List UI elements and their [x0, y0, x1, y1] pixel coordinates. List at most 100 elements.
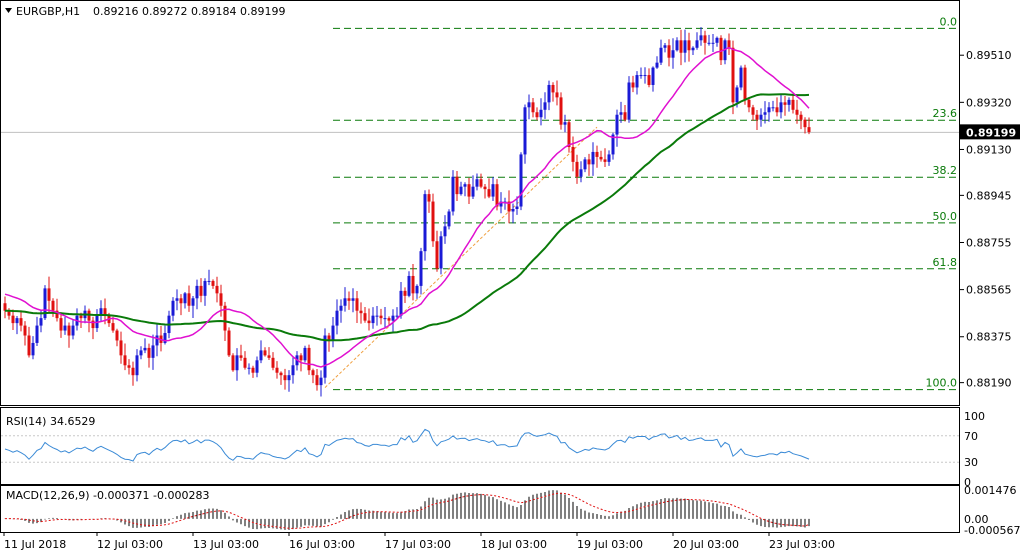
candle-body — [671, 50, 675, 58]
candle-body — [675, 40, 679, 51]
candle-body — [331, 325, 335, 341]
dropdown-arrow-icon[interactable] — [5, 8, 12, 13]
candle-body — [359, 310, 363, 314]
candle-body — [547, 84, 551, 103]
candle-body — [87, 310, 91, 321]
candle-body — [635, 75, 639, 88]
candle-body — [699, 35, 703, 41]
candle-body — [339, 305, 343, 311]
candle-body — [487, 189, 491, 197]
macd-plot-area — [4, 490, 810, 530]
candle-body — [11, 315, 15, 324]
current-price-label: 0.89199 — [966, 126, 1016, 139]
candle-body — [735, 87, 739, 103]
time-tick-label: 19 Jul 03:00 — [577, 538, 643, 551]
candle-body — [727, 40, 731, 48]
fib-level-label: 38.2 — [933, 164, 958, 177]
candle-body — [391, 315, 395, 321]
price-tick-label: 0.89510 — [966, 49, 1012, 62]
price-tick-label: 0.88190 — [966, 377, 1012, 390]
candle-body — [143, 347, 147, 351]
candle-body — [695, 40, 699, 48]
candle-body — [623, 112, 627, 120]
candle-body — [427, 194, 431, 202]
candle-body — [99, 308, 103, 316]
time-tick-label: 13 Jul 03:00 — [193, 538, 259, 551]
candle-body — [611, 134, 615, 155]
candle-body — [551, 84, 555, 93]
candle-body — [443, 226, 447, 237]
candle-body — [191, 298, 195, 306]
candle-body — [711, 42, 715, 44]
candle-body — [507, 201, 511, 212]
candle-body — [67, 325, 71, 336]
candle-body — [755, 114, 759, 120]
candle-body — [587, 159, 591, 165]
macd-label: MACD(12,26,9) -0.000371 -0.000283 — [6, 489, 209, 502]
candle-body — [603, 159, 607, 162]
candle-body — [451, 176, 455, 212]
candle-body — [563, 122, 567, 125]
time-tick-label: 17 Jul 03:00 — [385, 538, 451, 551]
candle-body — [639, 75, 643, 77]
candle-body — [103, 308, 107, 316]
candle-body — [783, 102, 787, 105]
time-tick-label: 11 Jul 2018 — [4, 538, 66, 551]
candle-body — [403, 290, 407, 296]
candle-body — [647, 75, 651, 85]
candle-body — [51, 300, 55, 311]
axis-labels: 0.89510 0.89320 0.89130 0.88945 0.88755 0.885… — [3, 49, 1020, 551]
candle-body — [523, 107, 527, 155]
candle-body — [215, 285, 219, 294]
candle-body — [319, 377, 323, 386]
candle-body — [667, 45, 671, 58]
candle-body — [423, 194, 427, 252]
candle-body — [27, 335, 31, 356]
candle-body — [175, 298, 179, 301]
rsi-tick-label: 30 — [964, 456, 978, 469]
rsi-label: RSI(14) 34.6529 — [6, 415, 95, 428]
candle-body — [31, 342, 35, 356]
candle-body — [543, 102, 547, 110]
candle-body — [63, 325, 67, 331]
ohlc-values: 0.89216 0.89272 0.89184 0.89199 — [93, 5, 285, 18]
candle-body — [3, 303, 7, 311]
candle-body — [79, 315, 83, 319]
slow-ma-line — [4, 93, 810, 342]
candle-body — [251, 367, 255, 373]
symbol-label: EURGBP,H1 — [16, 5, 80, 18]
rsi-line — [4, 428, 810, 462]
candle-body — [679, 40, 683, 53]
candle-body — [179, 298, 183, 304]
fib-level-label: 23.6 — [933, 107, 958, 120]
macd-panel-frame — [0, 485, 960, 533]
candle-body — [379, 315, 383, 319]
fib-level-label: 0.0 — [940, 15, 958, 28]
candle-body — [387, 318, 391, 321]
candle-body — [127, 365, 131, 368]
candle-body — [719, 37, 723, 61]
candle-body — [303, 347, 307, 361]
candle-body — [687, 40, 691, 51]
candle-body — [535, 112, 539, 118]
candle-body — [207, 280, 211, 282]
price-tick-label: 0.88565 — [966, 284, 1012, 297]
candle-body — [47, 288, 51, 301]
time-tick-label: 18 Jul 03:00 — [481, 538, 547, 551]
candle-body — [343, 298, 347, 306]
candle-body — [475, 179, 479, 187]
candle-body — [15, 318, 19, 324]
candle-body — [791, 99, 795, 110]
candle-body — [211, 280, 215, 286]
candle-body — [327, 335, 331, 341]
time-tick-label: 23 Jul 03:00 — [769, 538, 835, 551]
candle-body — [751, 107, 755, 115]
candle-body — [283, 375, 287, 381]
candle-body — [651, 67, 655, 85]
candle-body — [367, 320, 371, 324]
candle-body — [203, 280, 207, 296]
candle-body — [495, 184, 499, 207]
candle-body — [431, 201, 435, 242]
